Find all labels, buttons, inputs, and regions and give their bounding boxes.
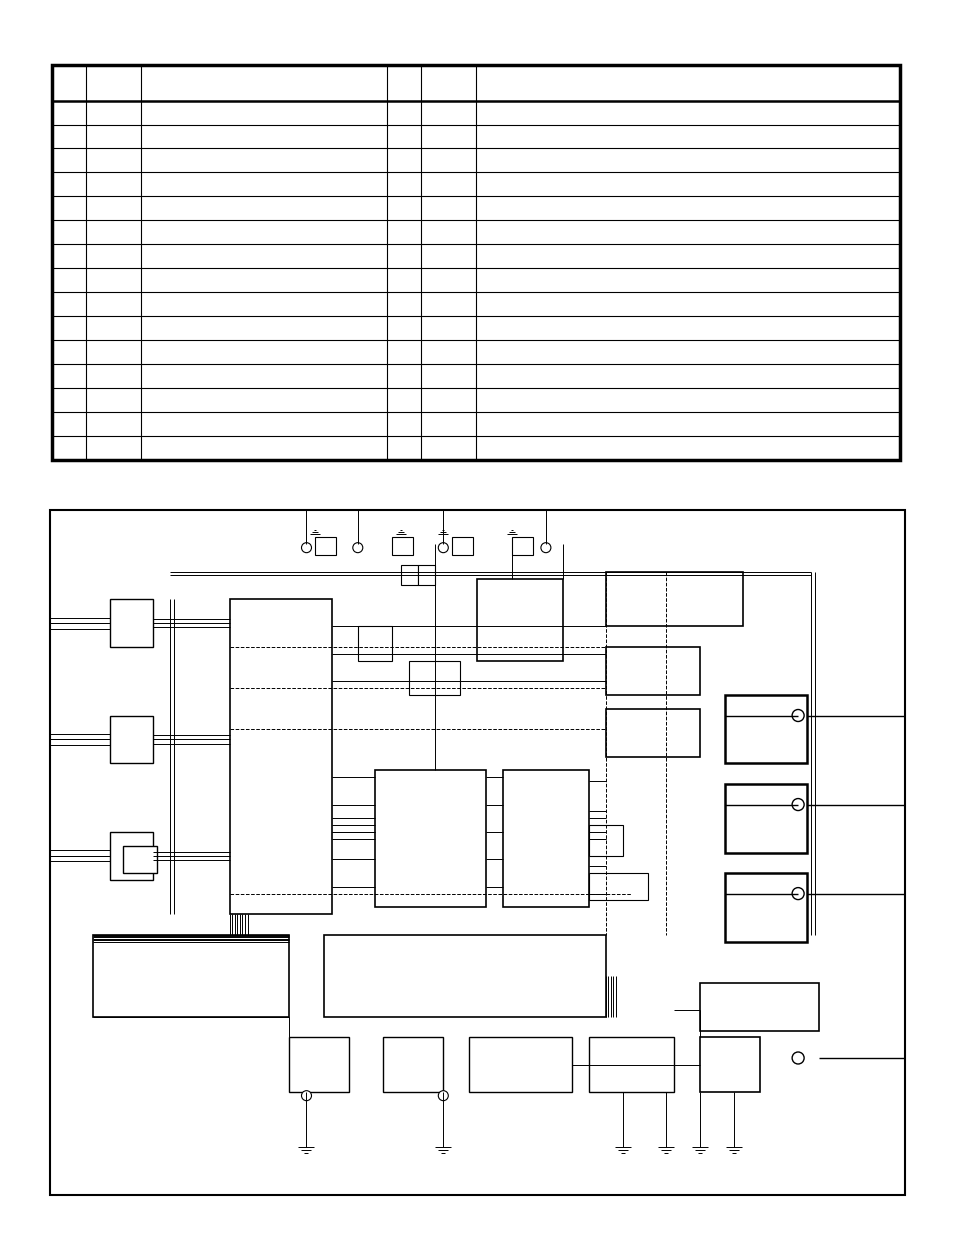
Bar (357, 627, 392, 661)
Circle shape (791, 1052, 803, 1064)
Bar (323, 934, 605, 1016)
Bar (110, 715, 152, 764)
Bar (511, 537, 533, 555)
Circle shape (540, 542, 550, 552)
Circle shape (791, 709, 803, 722)
Bar (92, 934, 289, 1016)
Bar (724, 873, 806, 942)
Bar (477, 578, 562, 661)
Circle shape (301, 1091, 312, 1101)
Bar (50, 510, 904, 1195)
Bar (110, 600, 152, 647)
Circle shape (437, 1091, 448, 1101)
Bar (314, 537, 336, 555)
Bar (502, 770, 588, 907)
Bar (605, 572, 741, 627)
Bar (123, 846, 156, 873)
Bar (700, 983, 819, 1030)
Circle shape (791, 799, 803, 811)
Circle shape (301, 542, 312, 552)
Bar (605, 647, 700, 695)
Bar (417, 565, 435, 586)
Circle shape (437, 542, 448, 552)
Bar (724, 784, 806, 852)
Bar (700, 1037, 759, 1092)
Bar (588, 1037, 674, 1092)
Bar (392, 537, 413, 555)
Bar (375, 770, 485, 907)
Bar (452, 537, 473, 555)
Bar (469, 1037, 571, 1092)
Bar (52, 65, 899, 460)
Bar (724, 695, 806, 764)
Bar (289, 1037, 349, 1092)
Bar (588, 825, 622, 856)
Bar (409, 661, 460, 695)
Bar (400, 565, 417, 586)
Circle shape (353, 542, 362, 552)
Bar (383, 1037, 443, 1092)
Bar (605, 709, 700, 756)
Bar (230, 600, 332, 914)
Bar (588, 873, 648, 901)
Bar (110, 832, 152, 880)
Circle shape (791, 888, 803, 899)
